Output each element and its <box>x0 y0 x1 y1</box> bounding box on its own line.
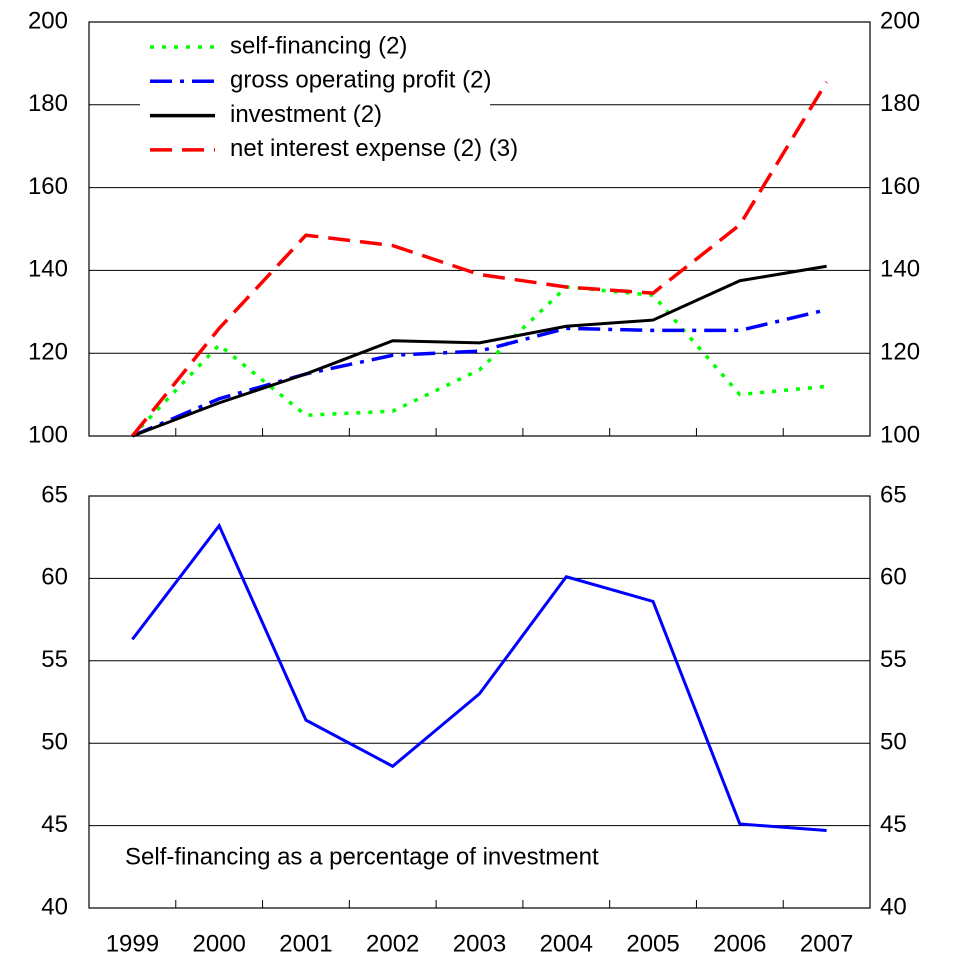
x-tick-label: 1999 <box>106 930 159 957</box>
y2-tick-label: 100 <box>880 421 920 448</box>
series-line <box>131 285 827 438</box>
x-tick-label: 2002 <box>366 930 419 957</box>
x-tick-label: 2000 <box>192 930 245 957</box>
series-line <box>131 264 827 438</box>
y-tick-label: 180 <box>28 90 68 117</box>
x-tick-label: 2003 <box>453 930 506 957</box>
series-line <box>131 81 829 438</box>
x-tick-label: 2006 <box>713 930 766 957</box>
y2-tick-label: 200 <box>880 7 920 34</box>
y-tick-label: 200 <box>28 7 68 34</box>
y2-tick-label: 140 <box>880 256 920 283</box>
plot-frame <box>88 21 871 437</box>
legend-box <box>140 30 490 166</box>
y-tick-label: 160 <box>28 173 68 200</box>
x-tick-label: 2001 <box>279 930 332 957</box>
series-line <box>131 308 828 438</box>
y2-tick-label: 50 <box>880 729 907 756</box>
plot-frame <box>88 495 871 909</box>
legend-label: self-financing (2) <box>230 32 407 59</box>
annotation: Self-financing as a percentage of invest… <box>125 843 599 870</box>
legend-label: net interest expense (2) (3) <box>230 135 518 162</box>
y-tick-label: 100 <box>28 421 68 448</box>
y-tick-label: 120 <box>28 339 68 366</box>
y-tick-label: 40 <box>41 893 68 920</box>
y2-tick-label: 60 <box>880 564 907 591</box>
x-tick-label: 2004 <box>540 930 593 957</box>
y2-tick-label: 55 <box>880 646 907 673</box>
legend-label: gross operating profit (2) <box>230 67 491 94</box>
y2-tick-label: 45 <box>880 811 907 838</box>
legend-label: investment (2) <box>230 101 382 128</box>
y-tick-label: 45 <box>41 811 68 838</box>
y2-tick-label: 65 <box>880 481 907 508</box>
y2-tick-label: 160 <box>880 173 920 200</box>
y2-tick-label: 120 <box>880 339 920 366</box>
series-line <box>131 522 827 833</box>
y-tick-label: 55 <box>41 646 68 673</box>
y-tick-label: 140 <box>28 256 68 283</box>
y2-tick-label: 180 <box>880 90 920 117</box>
y-tick-label: 50 <box>41 729 68 756</box>
y-tick-label: 65 <box>41 481 68 508</box>
x-tick-label: 2005 <box>626 930 679 957</box>
x-tick-label: 2007 <box>800 930 853 957</box>
y2-tick-label: 40 <box>880 893 907 920</box>
y-tick-label: 60 <box>41 564 68 591</box>
